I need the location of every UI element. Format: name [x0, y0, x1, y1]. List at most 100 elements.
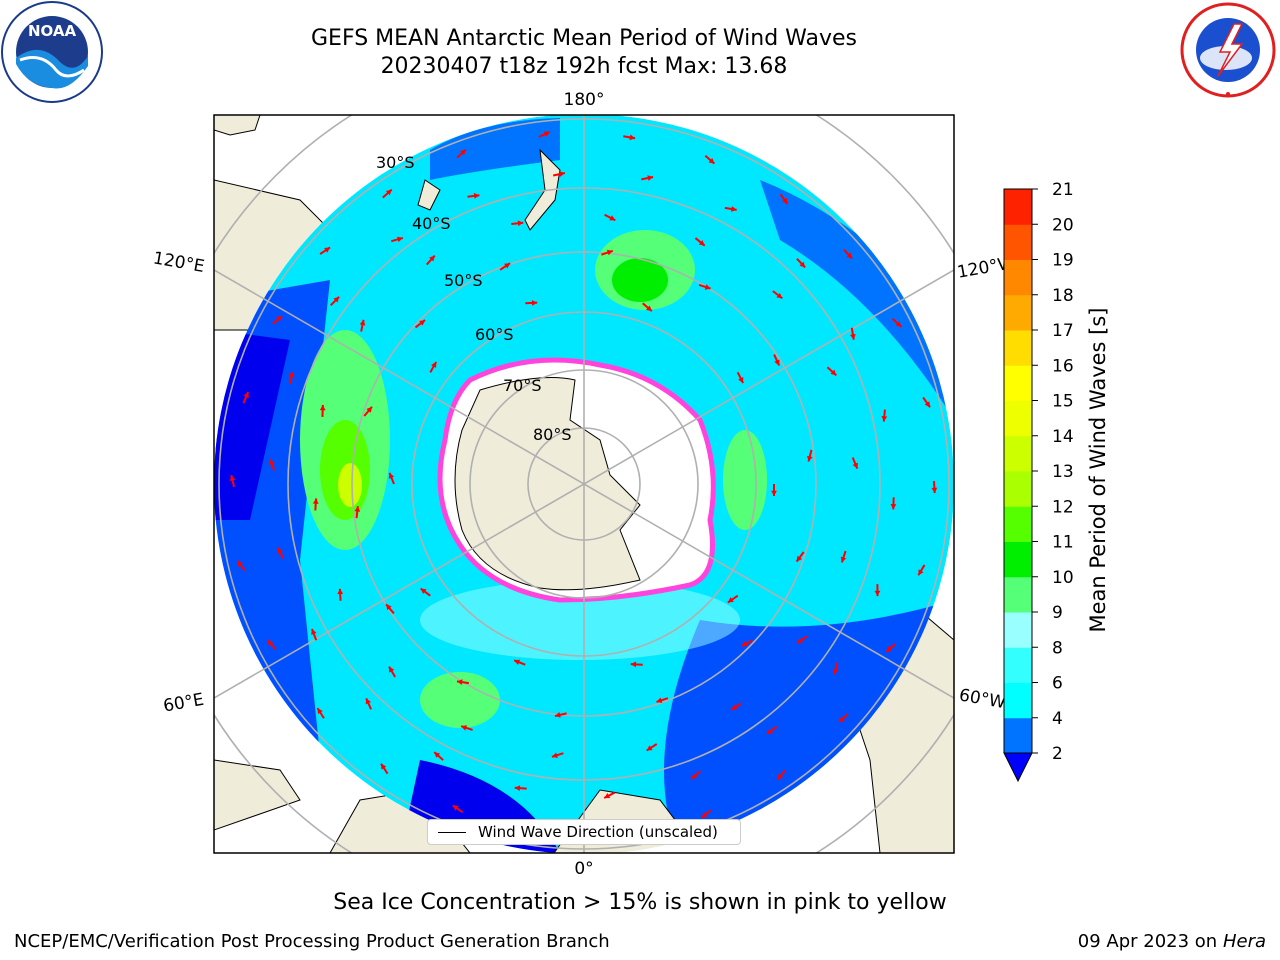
footer-date-text: 09 Apr 2023 on: [1077, 931, 1223, 952]
wind-arrow-head-icon: [730, 206, 737, 212]
wind-arrow-head-icon: [846, 252, 853, 259]
wind-arrow-head-icon: [429, 255, 435, 262]
colorbar-bin: [1004, 259, 1032, 296]
wind-arrow-head-icon: [267, 640, 274, 646]
wind-arrow-head-icon: [514, 785, 521, 792]
colorbar-bin: [1004, 294, 1032, 331]
wind-arrow-head-icon: [243, 392, 249, 398]
colorbar-bin: [1004, 647, 1032, 683]
footer-date: 09 Apr 2023 on Hera: [1078, 931, 1266, 952]
wind-arrow-head-icon: [237, 561, 244, 567]
colorbar-tick-label: 17: [1052, 321, 1074, 341]
noaa-logo-text: NOAA: [28, 22, 77, 40]
colorbar-tick-label: 14: [1052, 427, 1074, 447]
wind-arrow-head-icon: [431, 361, 437, 368]
map-title: GEFS MEAN Antarctic Mean Period of Wind …: [311, 26, 857, 51]
wind-arrow-head-icon: [473, 193, 480, 199]
wind-arrow-head-icon: [830, 369, 837, 376]
wind-arrow-head-icon: [461, 725, 468, 731]
colorbar-tick-label: 2: [1052, 744, 1063, 764]
wind-arrow-head-icon: [456, 679, 463, 685]
wind-arrow-head-icon: [895, 321, 902, 327]
wind-arrow-head-icon: [606, 249, 613, 256]
colorbar-tick-label: 15: [1052, 392, 1074, 412]
wind-arrow-head-icon: [434, 752, 441, 758]
wind-arrow-head-icon: [365, 698, 371, 705]
wind-arrow-head-icon: [319, 404, 326, 411]
colorbar-bin: [1004, 400, 1032, 437]
wind-arrow-head-icon: [646, 745, 653, 751]
wind-arrow-head-icon: [774, 359, 780, 366]
lat-label-60s: 60°S: [475, 325, 514, 344]
wind-arrow-head-icon: [517, 220, 524, 227]
colorbar-tick-label: 21: [1052, 180, 1074, 200]
colorbar-tick-label: 18: [1052, 286, 1074, 306]
wind-arrow-head-icon: [698, 240, 705, 246]
colorbar-tick-label: 6: [1052, 674, 1063, 694]
footer-credit: NCEP/EMC/Verification Post Processing Pr…: [14, 931, 610, 952]
wind-arrow-head-icon: [269, 459, 275, 466]
wind-arrow-head-icon: [381, 763, 387, 770]
wind-arrow-head-icon: [656, 697, 663, 703]
map-legend: Wind Wave Direction (unscaled): [427, 819, 741, 845]
colorbar-label: Mean Period of Wind Waves [s]: [1086, 308, 1110, 633]
colorbar-tick-label: 13: [1052, 462, 1074, 482]
colorbar-bin: [1004, 612, 1032, 648]
wind-arrow-head-icon: [731, 704, 738, 710]
wind-arrow-head-icon: [452, 805, 459, 811]
wind-arrow-head-icon: [832, 668, 839, 675]
wind-arrow-head-icon: [629, 134, 636, 141]
footer-host: Hera: [1222, 931, 1266, 952]
wind-arrow-head-icon: [708, 157, 715, 164]
colorbar-bin: [1004, 576, 1032, 613]
colorbar: 2 4 6 8 9 10 11 12 13 14 15 16 17 18 19 20 21: [1003, 180, 1074, 783]
wind-arrow-head-icon: [504, 263, 511, 269]
wind-arrow-head-icon: [386, 604, 392, 611]
wind-arrow-head-icon: [782, 197, 788, 204]
wind-arrow-head-icon: [918, 569, 924, 576]
nws-logo-icon: [1180, 2, 1276, 98]
lon-label-60e: 60°E: [162, 690, 206, 717]
lon-label-180: 180°: [564, 90, 605, 110]
lat-label-30s: 30°S: [376, 153, 415, 172]
wind-arrow-head-icon: [543, 131, 550, 137]
wind-arrow-head-icon: [799, 261, 806, 268]
wind-arrow-head-icon: [277, 547, 283, 554]
wind-arrow-head-icon: [931, 487, 938, 494]
colorbar-tick-label: 4: [1052, 709, 1063, 729]
wind-arrow-head-icon: [771, 490, 777, 496]
wind-arrow-head-icon: [288, 371, 295, 378]
colorbar-tick-label: 11: [1052, 533, 1074, 553]
wind-arrow-head-icon: [554, 712, 561, 718]
noaa-logo-icon: NOAA: [1, 1, 103, 103]
legend-line-icon: [438, 832, 466, 833]
wind-arrow-head-icon: [514, 659, 521, 665]
wind-arrow-head-icon: [312, 498, 319, 504]
wind-arrow-head-icon: [701, 812, 708, 818]
wind-arrow-head-icon: [317, 708, 323, 715]
wind-arrow-head-icon: [551, 752, 558, 758]
wind-arrow-head-icon: [531, 300, 538, 306]
wind-arrow-head-icon: [311, 628, 317, 635]
wind-arrow-head-icon: [366, 406, 372, 413]
colorbar-bin: [1004, 435, 1032, 472]
wind-arrow-head-icon: [333, 296, 340, 303]
wind-arrow-head-icon: [324, 247, 331, 253]
wind-arrow-head-icon: [840, 556, 847, 563]
colorbar-tick-label: 16: [1052, 356, 1074, 376]
colorbar-bin: [1004, 224, 1032, 260]
wind-arrow-head-icon: [354, 506, 361, 512]
wind-arrow-head-icon: [886, 646, 893, 652]
colorbar-bin: [1004, 506, 1032, 542]
colorbar-tick-label: 10: [1052, 568, 1074, 588]
wind-arrow-head-icon: [741, 640, 748, 647]
wind-arrow-head-icon: [389, 666, 395, 673]
wind-arrow-head-icon: [645, 305, 652, 312]
wind-arrow-head-icon: [874, 590, 881, 597]
wind-arrow-head-icon: [881, 416, 888, 422]
wind-arrow-head-icon: [691, 773, 698, 779]
colorbar-bin: [1004, 717, 1032, 754]
lat-label-70s: 70°S: [503, 376, 542, 395]
wind-arrow-head-icon: [777, 773, 784, 780]
